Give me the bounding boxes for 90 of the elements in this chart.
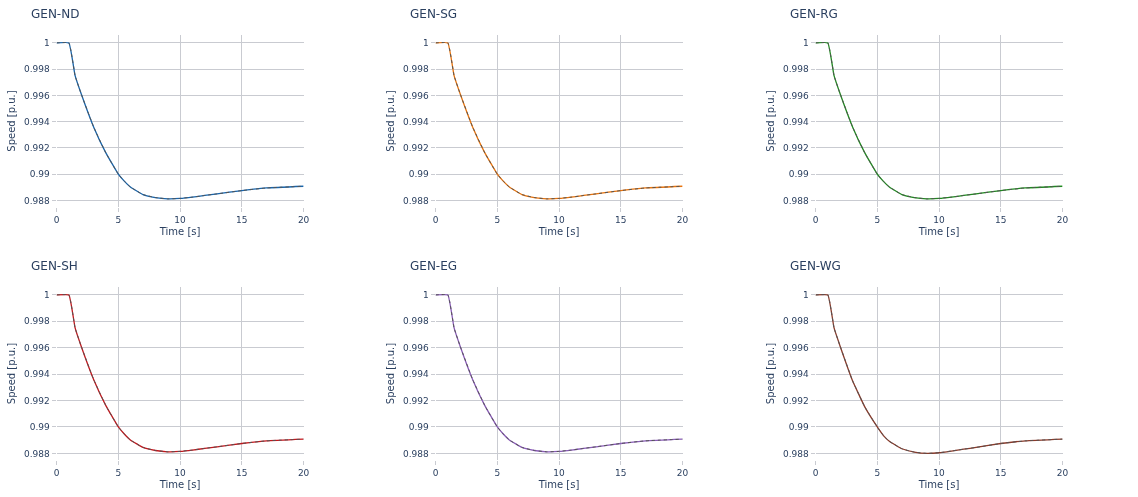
x-tick-label: 15 — [995, 467, 1007, 478]
y-tick-label: 0.996 — [402, 342, 430, 353]
y-tick-label: 0.998 — [782, 64, 809, 75]
chart-title: GEN-SG — [410, 7, 458, 21]
x-tick-label: 5 — [494, 467, 501, 478]
x-axis-title: Time [s] — [537, 479, 580, 491]
y-tick-label: 0.99 — [788, 422, 809, 433]
x-tick-label: 0 — [812, 467, 819, 478]
x-tick-label: 10 — [933, 214, 946, 225]
y-tick-label: 0.998 — [402, 64, 430, 75]
y-axis-title: Speed [p.u.] — [6, 90, 18, 152]
y-tick-label: 0.996 — [782, 342, 809, 353]
x-tick-label: 15 — [995, 214, 1007, 225]
x-axis-title: Time [s] — [917, 226, 960, 238]
chart-title: GEN-WG — [790, 259, 841, 273]
y-tick-label: 0.994 — [24, 369, 51, 380]
x-tick-label: 0 — [432, 467, 439, 478]
chart-title: GEN-RG — [790, 7, 838, 21]
y-tick-label: 0.988 — [24, 448, 51, 459]
y-tick-label: 1 — [423, 290, 429, 301]
x-tick-label: 0 — [812, 214, 819, 225]
y-tick-label: 0.99 — [788, 169, 809, 180]
y-tick-label: 0.992 — [24, 143, 50, 154]
x-tick-label: 5 — [115, 467, 122, 478]
y-tick-label: 1 — [44, 290, 50, 301]
x-tick-label: 15 — [615, 214, 627, 225]
x-tick-label: 20 — [297, 214, 310, 225]
y-tick-label: 0.998 — [782, 316, 809, 327]
x-tick-label: 5 — [874, 467, 881, 478]
x-tick-label: 0 — [432, 214, 439, 225]
y-tick-label: 0.998 — [402, 316, 430, 327]
y-tick-label: 0.992 — [402, 395, 429, 406]
x-tick-label: 20 — [297, 467, 310, 478]
x-tick-label: 20 — [676, 214, 689, 225]
y-tick-label: 0.998 — [24, 64, 51, 75]
y-tick-label: 0.988 — [402, 195, 430, 206]
y-tick-label: 0.988 — [402, 448, 430, 459]
x-tick-label: 5 — [874, 214, 881, 225]
y-tick-label: 0.988 — [782, 195, 809, 206]
y-tick-label: 0.994 — [24, 116, 51, 127]
chart-title: GEN-ND — [31, 7, 80, 21]
y-tick-label: 0.996 — [24, 342, 51, 353]
x-tick-label: 10 — [553, 214, 566, 225]
y-tick-label: 0.988 — [782, 448, 809, 459]
x-tick-label: 5 — [115, 214, 122, 225]
y-tick-label: 0.994 — [782, 369, 809, 380]
y-tick-label: 0.99 — [29, 169, 51, 180]
y-tick-label: 0.994 — [782, 116, 809, 127]
y-tick-label: 1 — [423, 38, 429, 49]
x-tick-label: 15 — [615, 467, 627, 478]
y-axis-title: Speed [p.u.] — [384, 90, 396, 152]
y-tick-label: 0.992 — [782, 143, 809, 154]
x-tick-label: 20 — [676, 467, 689, 478]
y-tick-label: 0.996 — [402, 90, 430, 101]
x-tick-label: 0 — [53, 214, 60, 225]
y-tick-label: 0.99 — [408, 169, 430, 180]
x-tick-label: 10 — [553, 467, 566, 478]
x-tick-label: 10 — [174, 214, 187, 225]
y-tick-label: 0.99 — [408, 422, 430, 433]
y-tick-label: 0.988 — [24, 195, 51, 206]
y-tick-label: 0.994 — [402, 116, 430, 127]
x-axis-title: Time [s] — [158, 479, 201, 491]
y-axis-title: Speed [p.u.] — [764, 342, 776, 405]
x-tick-label: 10 — [174, 467, 187, 478]
x-tick-label: 20 — [1056, 214, 1069, 225]
y-axis-title: Speed [p.u.] — [764, 90, 776, 152]
y-tick-label: 0.998 — [24, 316, 51, 327]
y-tick-label: 0.99 — [29, 422, 51, 433]
y-tick-label: 0.992 — [24, 395, 50, 406]
y-axis-title: Speed [p.u.] — [384, 342, 396, 405]
y-tick-label: 0.994 — [402, 369, 430, 380]
chart-title: GEN-SH — [31, 259, 78, 273]
chart-title: GEN-EG — [410, 259, 458, 273]
x-axis-title: Time [s] — [917, 479, 960, 491]
y-tick-label: 0.996 — [24, 90, 51, 101]
y-tick-label: 0.996 — [782, 90, 809, 101]
y-axis-title: Speed [p.u.] — [6, 342, 18, 405]
y-tick-label: 0.992 — [402, 143, 429, 154]
x-tick-label: 5 — [494, 214, 501, 225]
y-tick-label: 1 — [44, 38, 50, 49]
x-tick-label: 10 — [933, 467, 946, 478]
x-tick-label: 20 — [1056, 467, 1069, 478]
x-tick-label: 15 — [236, 214, 248, 225]
y-tick-label: 1 — [802, 290, 809, 301]
x-tick-label: 0 — [53, 467, 60, 478]
y-tick-label: 1 — [802, 38, 809, 49]
x-axis-title: Time [s] — [537, 226, 580, 238]
x-axis-title: Time [s] — [158, 226, 201, 238]
x-tick-label: 15 — [236, 467, 248, 478]
y-tick-label: 0.992 — [782, 395, 809, 406]
